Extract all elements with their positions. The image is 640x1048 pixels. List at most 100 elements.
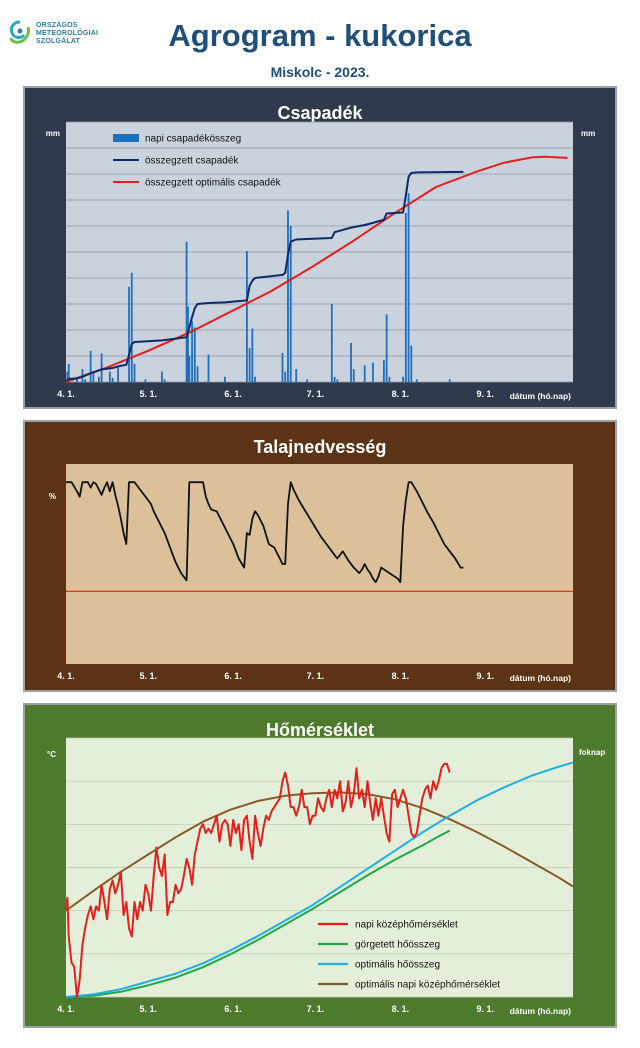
- precipitation-bar: [284, 371, 287, 382]
- precipitation-bar: [385, 314, 388, 382]
- precipitation-bar: [100, 353, 103, 382]
- legend-daily-precipitation: napi csapadékösszeg: [145, 134, 241, 145]
- precipitation-bar: [207, 354, 210, 382]
- x-tick-label: 9. 1.: [477, 389, 495, 399]
- x-tick-label: 8. 1.: [392, 1004, 410, 1014]
- legend-swatch: [113, 134, 139, 142]
- logo-swirl-icon: [9, 20, 30, 44]
- x-tick-label: 5. 1.: [139, 1004, 157, 1014]
- precipitation-bar: [108, 371, 111, 382]
- precipitation-bar: [66, 371, 69, 382]
- cumulative-precipitation-line: [65, 170, 464, 382]
- logo-line-1: ORSZÁGOS: [36, 22, 78, 29]
- soil-moisture-chart: Talajnedvesség% 4. 1. 5. 1. 6. 1. 7. 1. 8. 1.…: [23, 420, 617, 692]
- x-axis-title: dátum (hó.nap): [510, 391, 572, 401]
- x-axis-title: dátum (hó.nap): [510, 673, 572, 683]
- y-axis-unit: %: [49, 492, 56, 501]
- precipitation-bar: [254, 376, 256, 382]
- precipitation-bar: [224, 376, 226, 382]
- legend-optimal-cumulative-precipitation: összegzett optimális csapadék: [145, 178, 282, 189]
- soil-moisture-line: [66, 481, 464, 584]
- precipitation-bar: [333, 376, 336, 382]
- precipitation-bar: [363, 365, 366, 382]
- precipitation-bar: [89, 350, 92, 382]
- optimal-daily-mean-temperature-line: [65, 791, 574, 912]
- precipitation-panel: Csapadék mm mm 4. 1. 5. 1. 6. 1. 7. 1. 8. 1. 9. …: [23, 86, 617, 409]
- x-tick-label: 7. 1.: [307, 671, 325, 681]
- precipitation-bar: [330, 304, 333, 382]
- y-right-unit: mm: [581, 129, 595, 138]
- precipitation-bar: [92, 371, 95, 382]
- temperature-chart: Hőmérséklet °C foknap 4. 1. 5. 1. 6. 1. 7. 1. 8…: [23, 703, 617, 1028]
- precipitation-bar: [245, 250, 248, 382]
- precipitation-bar: [185, 241, 188, 382]
- precipitation-bar: [67, 363, 70, 382]
- chart-title: Talajnedvesség: [254, 437, 387, 457]
- logo-line-2: METEOROLÓGIAI: [36, 30, 99, 37]
- x-tick-label: 6. 1.: [224, 389, 242, 399]
- precipitation-bar: [407, 193, 410, 382]
- precipitation-bar: [128, 286, 130, 382]
- soil-moisture-panel: Talajnedvesség% 4. 1. 5. 1. 6. 1. 7. 1. 8. 1.…: [23, 420, 617, 692]
- legend-optimal-heat-sum: optimális hőösszeg: [355, 960, 440, 971]
- page-title: Agrogram - kukorica: [168, 18, 472, 53]
- precipitation-bar: [133, 363, 136, 382]
- precipitation-bar: [388, 376, 391, 382]
- chart-title: Csapadék: [277, 103, 363, 123]
- x-tick-label: 4. 1.: [57, 1004, 75, 1014]
- x-tick-label: 9. 1.: [477, 671, 495, 681]
- x-tick-label: 4. 1.: [57, 389, 75, 399]
- x-tick-label: 8. 1.: [392, 389, 410, 399]
- x-axis-title: dátum (hó.nap): [510, 1006, 572, 1016]
- precipitation-bar: [193, 327, 196, 382]
- x-tick-label: 6. 1.: [224, 1004, 242, 1014]
- precipitation-bar: [383, 360, 385, 382]
- logo-line-3: SZOLGÁLAT: [36, 38, 81, 45]
- precipitation-bar: [352, 369, 355, 382]
- chart-title: Hőmérséklet: [266, 720, 374, 740]
- precipitation-bar: [306, 379, 309, 382]
- precipitation-bar: [161, 371, 163, 382]
- y-left-unit: °C: [47, 750, 56, 759]
- precipitation-bar: [295, 369, 298, 382]
- precipitation-bar: [287, 210, 289, 382]
- precipitation-bar: [117, 366, 119, 382]
- legend-cumulative-precipitation: összegzett csapadék: [145, 156, 239, 167]
- x-tick-label: 5. 1.: [139, 671, 157, 681]
- header: ORSZÁGOS METEOROLÓGIAI SZOLGÁLAT Agrogra…: [0, 0, 640, 86]
- optimal-cumulative-precipitation-line: [65, 155, 568, 383]
- page-subtitle: Miskolc - 2023.: [270, 64, 370, 80]
- precipitation-bar: [191, 321, 193, 382]
- precipitation-bar: [196, 366, 199, 382]
- x-tick-label: 8. 1.: [392, 671, 410, 681]
- precipitation-bar: [402, 376, 404, 382]
- precipitation-bar: [251, 328, 254, 382]
- omsz-logo: ORSZÁGOS METEOROLÓGIAI SZOLGÁLAT: [8, 20, 118, 56]
- x-tick-label: 7. 1.: [307, 1004, 325, 1014]
- precipitation-bar: [289, 226, 292, 382]
- precipitation-bar: [281, 352, 284, 382]
- x-tick-label: 9. 1.: [477, 1004, 495, 1014]
- precipitation-bar: [84, 379, 87, 382]
- y-right-unit: foknap: [579, 748, 605, 757]
- precipitation-bar: [187, 306, 189, 382]
- precipitation-bar: [97, 376, 100, 382]
- precipitation-bar: [448, 379, 451, 382]
- x-tick-label: 7. 1.: [307, 389, 325, 399]
- precipitation-bar: [372, 362, 374, 382]
- precipitation-bar: [350, 343, 352, 382]
- precipitation-bar: [336, 379, 339, 382]
- precipitation-bar: [144, 379, 147, 382]
- plot-area: [66, 464, 573, 664]
- legend-optimal-daily-mean-temperature: optimális napi középhőmérséklet: [355, 980, 500, 991]
- x-tick-label: 5. 1.: [139, 389, 157, 399]
- precipitation-bar: [248, 348, 251, 382]
- legend-daily-mean-temperature: napi középhőmérséklet: [355, 920, 458, 931]
- x-tick-label: 4. 1.: [57, 671, 75, 681]
- precipitation-bar: [410, 345, 413, 382]
- precipitation-bar: [415, 379, 418, 382]
- temperature-panel: Hőmérséklet °C foknap 4. 1. 5. 1. 6. 1. 7. 1. 8…: [23, 703, 617, 1028]
- precipitation-bar: [404, 213, 407, 382]
- precipitation-bar: [130, 272, 133, 382]
- precipitation-bar: [188, 356, 191, 382]
